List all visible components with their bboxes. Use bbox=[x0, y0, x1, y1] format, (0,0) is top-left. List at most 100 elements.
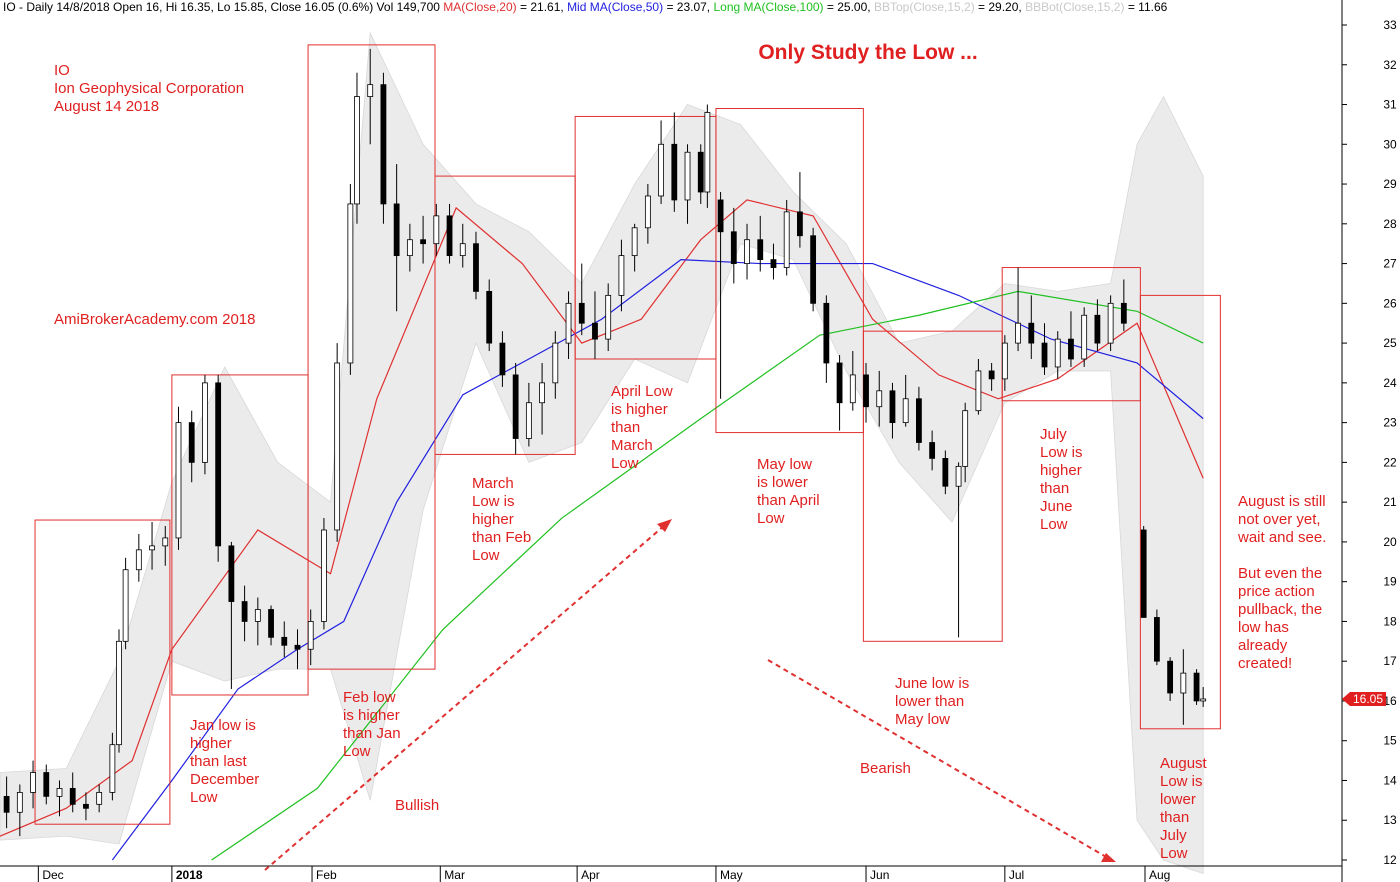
annotation: price action bbox=[1238, 583, 1315, 600]
candle-body bbox=[109, 744, 116, 793]
candle-body bbox=[43, 772, 50, 797]
candle-body bbox=[321, 529, 327, 622]
header-part: Long MA(Close,100) bbox=[714, 0, 824, 14]
annotation: higher bbox=[472, 511, 514, 528]
candle-body bbox=[823, 302, 830, 364]
header-part: = 23.07, bbox=[666, 0, 710, 14]
annotation: already bbox=[1238, 637, 1288, 654]
x-tick-label: Jun bbox=[870, 868, 889, 882]
candle-body bbox=[512, 374, 519, 439]
header-part: BBTop(Close,15,2) bbox=[874, 0, 975, 14]
candle-body bbox=[876, 390, 883, 408]
annotation: April Low bbox=[611, 383, 673, 400]
annotation: June low is bbox=[895, 675, 969, 692]
candle-body bbox=[459, 243, 466, 257]
candle-body bbox=[684, 151, 691, 201]
header-part: = 29.20, bbox=[978, 0, 1022, 14]
candle-body bbox=[406, 239, 413, 257]
header: IO - Daily 14/8/2018 Open 16, Hi 16.35, … bbox=[3, 0, 1168, 14]
plot bbox=[0, 31, 1221, 875]
candle-body bbox=[916, 398, 922, 443]
moving-average bbox=[111, 258, 1204, 861]
annotation: But even the bbox=[1238, 565, 1322, 582]
annotation: Low bbox=[190, 789, 218, 806]
y-tick-label: 24 bbox=[1383, 376, 1397, 390]
candle-body bbox=[116, 640, 122, 746]
candle-body bbox=[618, 255, 625, 296]
candle-body bbox=[3, 795, 10, 813]
annotation: is lower bbox=[757, 474, 808, 491]
subtitle: Ion Geophysical Corporation bbox=[54, 80, 244, 97]
candle-body bbox=[644, 195, 651, 229]
candle-body bbox=[162, 537, 169, 547]
y-tick-label: 32 bbox=[1383, 58, 1397, 72]
candle-body bbox=[1001, 342, 1008, 380]
y-tick-label: 17 bbox=[1383, 654, 1397, 668]
candle-body bbox=[30, 772, 36, 793]
y-tick-label: 18 bbox=[1383, 614, 1397, 628]
annotation: than April bbox=[757, 492, 820, 509]
candle-body bbox=[135, 549, 142, 571]
header-part: BBBot(Close,15,2) bbox=[1025, 0, 1124, 14]
annotation: wait and see. bbox=[1237, 529, 1326, 546]
annotation: higher bbox=[1040, 462, 1082, 479]
candle-body bbox=[96, 792, 103, 805]
candle-body bbox=[1107, 302, 1114, 344]
y-tick-label: 12 bbox=[1383, 853, 1397, 867]
candle-body bbox=[757, 239, 764, 260]
candle-body bbox=[1153, 617, 1160, 662]
annotation: than bbox=[611, 419, 640, 436]
y-tick-label: 33 bbox=[1383, 18, 1397, 32]
annotation: Bullish bbox=[395, 797, 439, 814]
y-tick-label: 25 bbox=[1383, 336, 1397, 350]
candle-body bbox=[836, 362, 843, 404]
candle-body bbox=[380, 84, 387, 205]
bollinger-band bbox=[0, 31, 1204, 875]
annotation: than bbox=[1160, 809, 1189, 826]
candle-body bbox=[122, 569, 129, 642]
header-part: IO - Daily 14/8/2018 Open 16, Hi 16.35, … bbox=[3, 0, 440, 14]
y-tick-label: 30 bbox=[1383, 137, 1397, 151]
annotation: than bbox=[1040, 480, 1069, 497]
annotation: Bearish bbox=[860, 760, 911, 777]
candle-body bbox=[69, 788, 76, 805]
candle-body bbox=[56, 788, 63, 797]
candle-body bbox=[552, 342, 559, 384]
candle-body bbox=[1140, 529, 1147, 618]
header-part: Mid MA(Close,50) bbox=[567, 0, 663, 14]
candle-body bbox=[1094, 314, 1101, 344]
subtitle: August 14 2018 bbox=[54, 98, 159, 115]
candle-body bbox=[783, 211, 790, 268]
candle-body bbox=[215, 382, 222, 547]
annotation: Low bbox=[343, 743, 371, 760]
month-box bbox=[1139, 294, 1221, 730]
candle-body bbox=[486, 291, 493, 344]
annotation: is higher bbox=[611, 401, 668, 418]
candle-body bbox=[955, 465, 962, 487]
annotation: March bbox=[472, 475, 514, 492]
y-tick-label: 13 bbox=[1383, 813, 1397, 827]
candle-body bbox=[254, 609, 261, 622]
candle-body bbox=[902, 398, 909, 424]
candle-body bbox=[697, 151, 704, 193]
candle-body bbox=[16, 792, 23, 813]
header-part: = 11.66 bbox=[1128, 0, 1168, 14]
candle-body bbox=[704, 112, 711, 193]
annotation: Jan low is bbox=[190, 717, 256, 734]
last-price-label: 16.05 bbox=[1353, 692, 1383, 706]
watermark: AmiBrokerAcademy.com 2018 bbox=[54, 311, 255, 328]
annotation: than Feb bbox=[472, 529, 531, 546]
y-tick-label: 16 bbox=[1383, 694, 1397, 708]
candle-body bbox=[241, 601, 248, 622]
candle-body bbox=[307, 621, 314, 650]
candle-body bbox=[539, 382, 545, 404]
candle-body bbox=[592, 322, 598, 340]
annotation: Low is bbox=[1040, 444, 1083, 461]
candle-body bbox=[188, 422, 195, 463]
moving-average bbox=[211, 290, 1204, 861]
candle-body bbox=[525, 402, 532, 439]
annotation: March bbox=[611, 437, 653, 454]
candle-body bbox=[268, 609, 274, 638]
annotation: July bbox=[1160, 827, 1187, 844]
candle-body bbox=[810, 235, 817, 304]
